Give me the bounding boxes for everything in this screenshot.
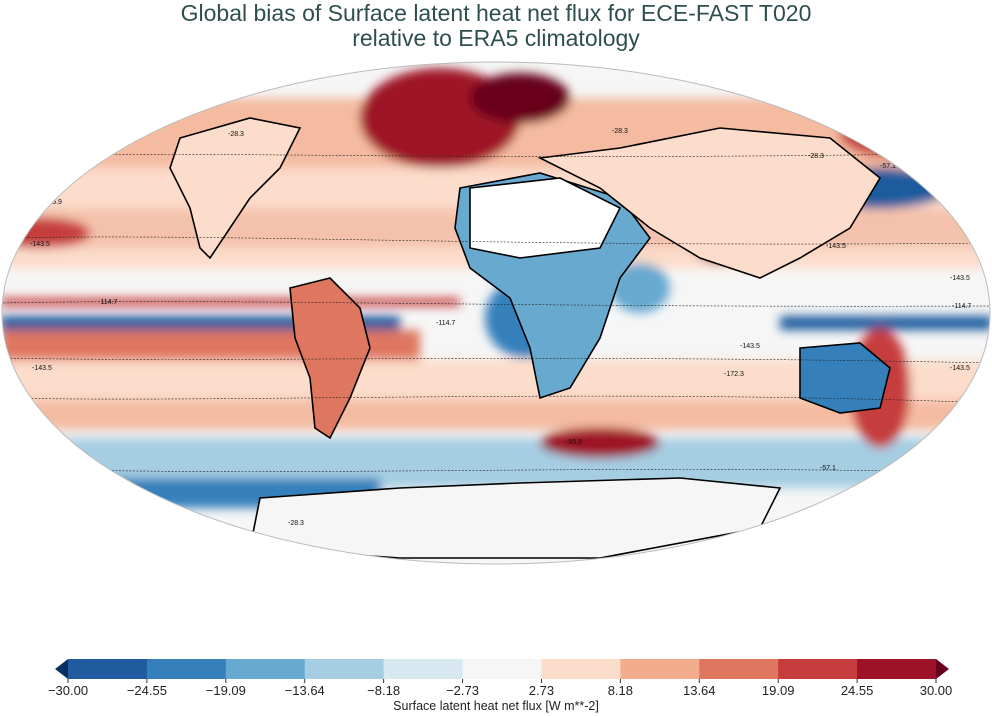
contour-label: -85.9 xyxy=(566,439,582,446)
colorbar-tick-label: −24.55 xyxy=(127,683,167,698)
colorbar-under-extension xyxy=(55,659,68,679)
colorbar-tick-label: −2.73 xyxy=(446,683,479,698)
colorbar-bin xyxy=(225,659,306,679)
contour-label: -57.1 xyxy=(820,465,836,472)
colorbar-over-extension xyxy=(936,659,949,679)
contour-label: -143.5 xyxy=(30,241,50,248)
contour-label: -28.3 xyxy=(808,153,824,160)
colorbar-tick-label: 13.64 xyxy=(683,683,716,698)
contour-label: -143.5 xyxy=(950,275,970,282)
contour-label: -143.5 xyxy=(950,365,970,372)
chart-title-line1: Global bias of Surface latent heat net f… xyxy=(180,0,812,26)
colorbar-bin xyxy=(699,659,779,679)
contour-label: -28.3 xyxy=(228,131,244,138)
bias-map: -28.3 -28.3 -28.3 -57.1 -57.1 -85.9 -143… xyxy=(1,61,991,565)
contour-label: -28.3 xyxy=(288,520,304,527)
contour-label: -114.7 xyxy=(952,303,971,310)
colorbar-tick-label: −30.00 xyxy=(48,683,88,698)
colorbar-bin xyxy=(383,659,464,679)
colorbar-bin xyxy=(304,659,385,679)
colorbar-bin xyxy=(146,659,227,679)
coastlines xyxy=(169,117,891,559)
contour-label: -57.1 xyxy=(880,163,896,170)
chart-title-line2: relative to ERA5 climatology xyxy=(352,25,640,51)
colorbar-tick-label: 8.18 xyxy=(608,683,633,698)
colorbar-tick-label: 19.09 xyxy=(762,683,795,698)
contour-label: -114.7 xyxy=(436,320,455,327)
colorbar-tick-label: −8.18 xyxy=(367,683,400,698)
colorbar-bin xyxy=(462,659,542,679)
colorbar-bin xyxy=(857,659,937,679)
contour-label: -143.5 xyxy=(826,243,846,250)
contour-label: -143.5 xyxy=(740,343,760,350)
colorbar-tick-label: 30.00 xyxy=(920,683,953,698)
contour-label: -172.3 xyxy=(724,371,744,378)
colorbar-bin xyxy=(778,659,858,679)
colorbar: −30.00 −24.55 −19.09 −13.64 −8.18 −2.73 2.73 8.… xyxy=(48,659,953,698)
contour-label: -28.3 xyxy=(848,506,864,513)
contour-label: -28.3 xyxy=(612,128,628,135)
colorbar-tick-label: −19.09 xyxy=(206,683,246,698)
colorbar-bin xyxy=(620,659,700,679)
colorbar-label: Surface latent heat net flux [W m**-2] xyxy=(393,699,599,713)
map-border xyxy=(1,61,991,565)
contour-label: -114.7 xyxy=(98,299,117,306)
colorbar-tick-label: 2.73 xyxy=(529,683,554,698)
colorbar-tick-label: 24.55 xyxy=(841,683,874,698)
contour-label: -143.5 xyxy=(32,365,52,372)
contour-label: -85.9 xyxy=(46,199,62,206)
colorbar-bin xyxy=(541,659,621,679)
colorbar-bin xyxy=(68,659,148,679)
colorbar-tick-label: −13.64 xyxy=(285,683,325,698)
